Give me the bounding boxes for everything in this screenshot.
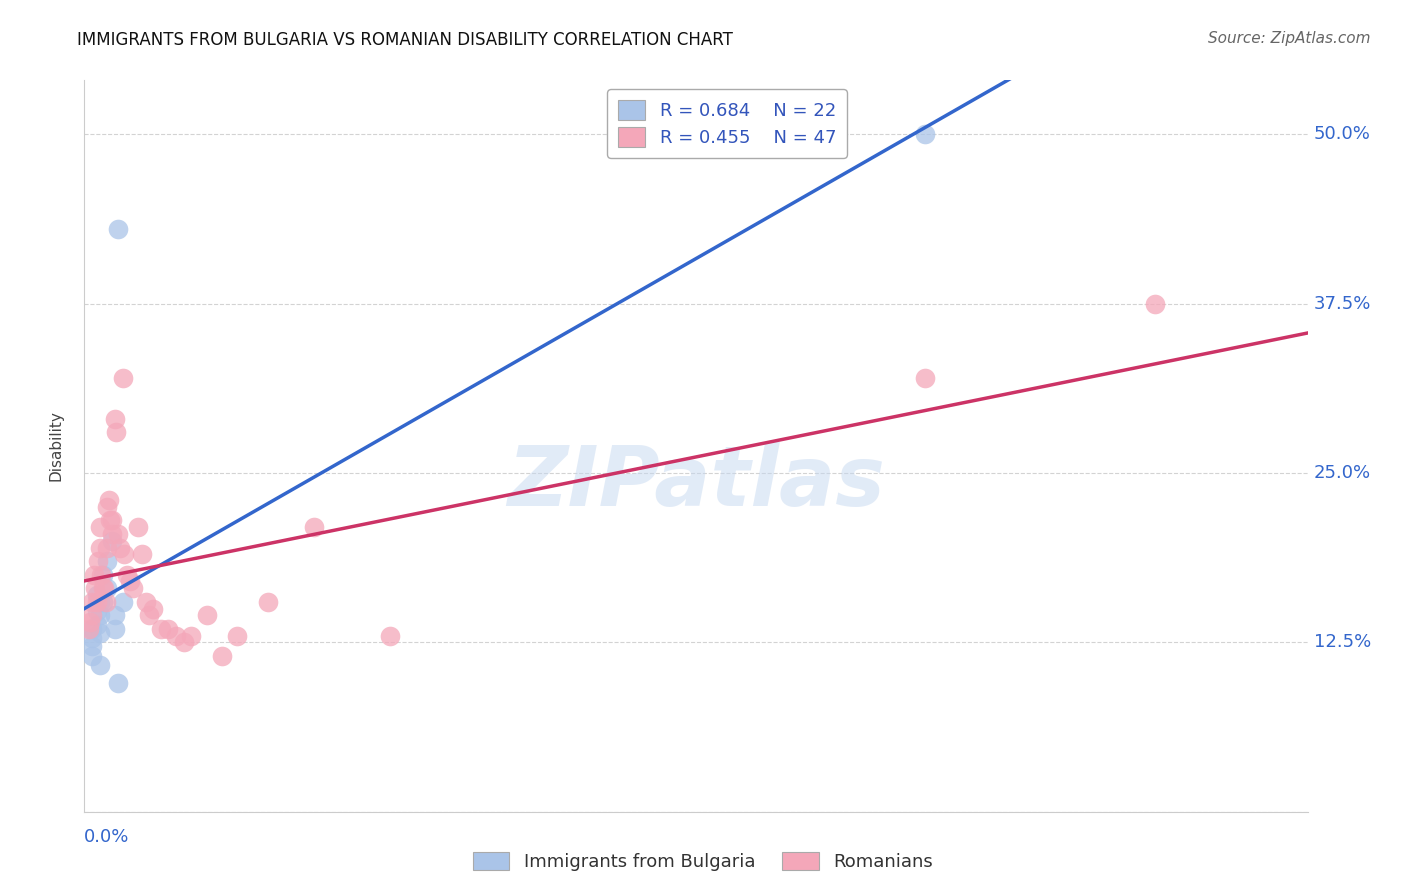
Point (112, 547, 135, 561)
Point (120, 574, 142, 589)
Point (80, 640, 103, 654)
Point (96, 500, 118, 514)
Point (94, 595, 117, 609)
Point (80, 595, 103, 609)
Point (87, 554, 110, 568)
Point (89, 658, 111, 673)
Point (149, 622, 172, 636)
Point (914, 128, 936, 142)
Point (101, 527, 124, 541)
Point (122, 581, 145, 595)
Point (157, 622, 180, 636)
Point (107, 222, 129, 236)
Point (380, 629, 402, 643)
Point (96, 541, 118, 555)
Point (1143, 297, 1166, 311)
Point (86, 604, 108, 618)
Point (98, 514, 121, 528)
Point (115, 567, 138, 582)
Point (89, 520, 111, 534)
Point (89, 541, 111, 555)
Point (138, 608, 160, 623)
Point (107, 676, 129, 690)
Point (91, 581, 114, 595)
Point (127, 520, 149, 534)
Point (91, 567, 114, 582)
Point (96, 581, 118, 595)
Point (80, 632, 103, 646)
Point (104, 412, 127, 426)
Point (131, 547, 153, 561)
Text: 12.5%: 12.5% (1313, 633, 1371, 651)
Point (173, 635, 195, 649)
Point (111, 371, 134, 385)
Point (101, 533, 124, 548)
Text: 37.5%: 37.5% (1313, 294, 1371, 313)
Point (105, 425, 128, 440)
Point (101, 514, 124, 528)
Point (86, 595, 108, 609)
Point (107, 527, 129, 541)
Text: Source: ZipAtlas.com: Source: ZipAtlas.com (1208, 31, 1371, 46)
Text: ZIPatlas: ZIPatlas (508, 442, 884, 523)
Point (104, 608, 127, 623)
Point (80, 622, 103, 636)
Point (93, 581, 115, 595)
Point (257, 595, 280, 609)
Point (914, 371, 936, 385)
Point (135, 595, 157, 609)
Point (83, 567, 105, 582)
Point (89, 626, 111, 640)
Text: 25.0%: 25.0% (1313, 464, 1371, 482)
Point (104, 622, 127, 636)
Point (91, 595, 114, 609)
Point (89, 608, 111, 623)
Point (80, 608, 103, 623)
Point (180, 629, 202, 643)
Point (142, 601, 165, 615)
Point (97, 493, 120, 508)
Point (108, 541, 131, 555)
Text: 0.0%: 0.0% (84, 828, 129, 846)
Point (77, 622, 100, 636)
Point (84, 581, 107, 595)
Point (195, 608, 218, 623)
Legend: R = 0.684    N = 22, R = 0.455    N = 47: R = 0.684 N = 22, R = 0.455 N = 47 (607, 89, 846, 158)
Point (86, 588, 108, 602)
Point (302, 520, 325, 534)
Point (226, 629, 249, 643)
Point (79, 615, 101, 629)
Text: IMMIGRANTS FROM BULGARIA VS ROMANIAN DISABILITY CORRELATION CHART: IMMIGRANTS FROM BULGARIA VS ROMANIAN DIS… (77, 31, 733, 49)
Point (89, 595, 111, 609)
Point (96, 554, 118, 568)
Point (90, 567, 112, 582)
Text: 50.0%: 50.0% (1313, 126, 1371, 144)
Point (211, 648, 233, 663)
Point (111, 595, 134, 609)
Y-axis label: Disability: Disability (49, 410, 63, 482)
Point (80, 648, 103, 663)
Point (86, 617, 108, 632)
Legend: Immigrants from Bulgaria, Romanians: Immigrants from Bulgaria, Romanians (465, 845, 941, 879)
Point (165, 629, 187, 643)
